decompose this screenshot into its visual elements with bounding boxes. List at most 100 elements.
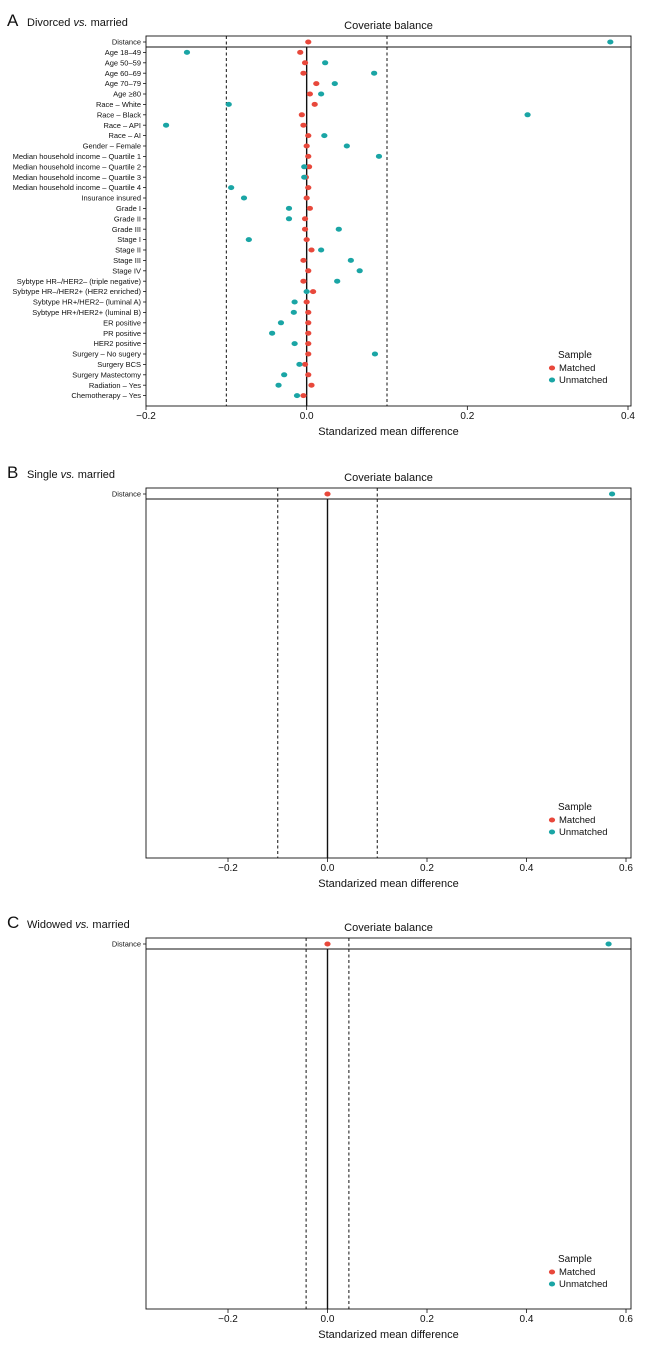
panel-b-legend-title: Sample	[558, 802, 592, 813]
panel-c-subtitle: Widowed vs. married	[27, 919, 130, 931]
panel-c-xtick-label: 0.4	[520, 1314, 534, 1325]
panel-a-point-matched-gender-female	[303, 143, 310, 149]
panel-b-legend-item-unmatched: Unmatched	[559, 827, 608, 838]
panel-a-covariate-label-insurance-insured: Insurance insured	[81, 194, 141, 203]
panel-a-point-unmatched-median-household-income-quartile-2	[301, 164, 308, 170]
panel-a-point-unmatched-grade-ii	[285, 216, 293, 222]
panel-c-legend-item-matched: Matched	[559, 1267, 595, 1278]
panel-a-x-axis-label: Standarized mean difference	[318, 426, 458, 438]
panel-c-label: C	[7, 913, 19, 932]
panel-b-label: B	[7, 463, 18, 482]
panel-a-point-matched-chemotherapy-yes	[300, 393, 307, 399]
panel-c-xtick-label: 0.6	[619, 1314, 633, 1325]
panel-a-covariate-label-median-household-income-quartile-3: Median household income – Quartile 3	[13, 173, 141, 182]
panel-a-point-matched-age-18-49	[297, 49, 304, 55]
panel-a-point-matched-stage-iii	[300, 257, 307, 263]
panel-c-covariate-label-distance: Distance	[112, 940, 141, 949]
panel-a-point-matched-age-80	[306, 91, 313, 97]
panel-a-point-matched-grade-ii	[301, 216, 309, 222]
panel-c-x-axis-label: Standarized mean difference	[318, 1329, 458, 1341]
panel-a-xtick-label: 0.2	[460, 411, 474, 422]
panel-a-point-matched-distance	[305, 39, 312, 45]
panel-a-point-matched-sybtype-hr-her2-luminal-b	[305, 309, 312, 315]
panel-a-point-unmatched-chemotherapy-yes	[293, 393, 301, 399]
panel-a-legend-item-matched: Matched	[559, 363, 595, 374]
panel-a-point-matched-median-household-income-quartile-1	[305, 153, 312, 159]
panel-a-point-unmatched-median-household-income-quartile-1	[375, 153, 383, 159]
panel-a-plot-frame	[145, 35, 632, 407]
panel-a-point-matched-stage-iv	[305, 268, 312, 274]
panel-a-covariate-label-median-household-income-quartile-1: Median household income – Quartile 1	[13, 152, 141, 161]
panel-a-label: A	[7, 11, 19, 30]
panel-c-xtick-label: 0.2	[420, 1314, 434, 1325]
panel-a-covariate-label-her2-positive: HER2 positive	[93, 339, 141, 348]
panel-a-point-matched-race-api	[300, 122, 307, 128]
panel-b-legend-marker-matched	[548, 817, 556, 823]
panel-a-point-matched-grade-iii	[301, 226, 309, 232]
panel-a-point-unmatched-stage-iii	[347, 257, 354, 263]
panel-b-xtick-label: 0.4	[520, 863, 534, 874]
panel-b-xtick-label: 0.6	[619, 863, 633, 874]
panel-a-point-unmatched-age-18-49	[183, 49, 191, 55]
panel-a-point-unmatched-stage-iv	[356, 268, 363, 274]
panel-a-covariate-label-stage-iii: Stage III	[113, 256, 141, 265]
panel-a-covariate-label-radiation-yes: Radiation – Yes	[89, 381, 141, 390]
panel-b-chart: B Single vs. married Coveriate balance Dist…	[7, 463, 633, 890]
panel-a-covariate-label-stage-ii: Stage II	[115, 246, 141, 255]
panel-a-xtick-label: 0.4	[621, 411, 635, 422]
panel-c-point-matched-distance	[324, 941, 331, 947]
panel-a-covariate-label-surgery-no-sugery: Surgery – No sugery	[72, 350, 141, 359]
panel-a-point-unmatched-stage-i	[245, 237, 252, 243]
panel-a-point-matched-surgery-bcs	[301, 361, 309, 367]
panel-c-legend-item-unmatched: Unmatched	[559, 1279, 608, 1290]
panel-a-covariate-label-surgery-bcs: Surgery BCS	[97, 360, 141, 369]
panel-a-covariate-label-er-positive: ER positive	[103, 318, 141, 327]
panel-c-xtick-label: −0.2	[218, 1314, 238, 1325]
panel-a-point-matched-surgery-no-sugery	[305, 351, 312, 357]
panel-a-point-matched-age-50-59	[301, 60, 309, 66]
panel-a-point-unmatched-stage-ii	[318, 247, 325, 253]
panel-a-point-unmatched-race-black	[524, 112, 531, 118]
panel-a-legend-marker-matched	[548, 365, 556, 371]
panel-a-covariate-label-age-50-59: Age 50–59	[105, 58, 141, 67]
panel-a-legend-item-unmatched: Unmatched	[559, 375, 608, 386]
panel-a-point-matched-stage-i	[303, 237, 310, 243]
panel-a-point-matched-age-60-69	[300, 70, 307, 76]
panel-a-covariate-label-gender-female: Gender – Female	[83, 142, 141, 151]
panel-a-covariate-label-race-white: Race – White	[96, 100, 141, 109]
panel-a-legend-title: Sample	[558, 350, 592, 361]
panel-a-point-matched-median-household-income-quartile-4	[305, 185, 312, 191]
panel-a-point-unmatched-grade-i	[285, 205, 293, 211]
panel-a-point-unmatched-grade-iii	[335, 226, 342, 232]
panel-a-point-unmatched-age-70-79	[331, 81, 338, 87]
panel-a-covariate-label-sybtype-hr-her2-triple-negative: Sybtype HR–/HER2– (triple negative)	[17, 277, 142, 286]
panel-a-point-unmatched-gender-female	[343, 143, 350, 149]
panel-b-xtick-label: −0.2	[218, 863, 238, 874]
panel-a-covariate-label-age-60-69: Age 60–69	[105, 69, 141, 78]
panel-a-xtick-label: 0.0	[300, 411, 314, 422]
panel-a-point-matched-sybtype-hr-her2-her2-enriched	[309, 289, 317, 295]
panel-b-title: Coveriate balance	[344, 472, 433, 484]
panel-a-covariate-label-sybtype-hr-her2-her2-enriched: Sybtype HR–/HER2+ (HER2 enriched)	[12, 287, 141, 296]
panel-a-point-unmatched-median-household-income-quartile-4	[228, 185, 235, 191]
panel-a-point-unmatched-age-80	[318, 91, 325, 97]
panel-c-title: Coveriate balance	[344, 922, 433, 934]
panel-a-covariate-label-chemotherapy-yes: Chemotherapy – Yes	[71, 391, 141, 400]
panel-a-covariate-label-age-70-79: Age 70–79	[105, 79, 141, 88]
panel-a-covariate-label-age-18-49: Age 18–49	[105, 48, 141, 57]
panel-a-point-unmatched-surgery-mastectomy	[281, 372, 288, 378]
panel-c-legend-marker-unmatched	[548, 1281, 556, 1287]
panel-b-point-matched-distance	[324, 491, 331, 497]
panel-b-x-axis-label: Standarized mean difference	[318, 878, 458, 890]
panel-a-covariate-label-sybtype-hr-her2-luminal-a: Sybtype HR+/HER2– (luminal A)	[33, 298, 142, 307]
panel-c-plot-frame	[145, 937, 632, 1310]
panel-a-point-matched-pr-positive	[305, 330, 312, 336]
panel-a-point-unmatched-race-api	[162, 122, 170, 128]
panel-a-covariate-label-sybtype-hr-her2-luminal-b: Sybtype HR+/HER2+ (luminal B)	[32, 308, 141, 317]
panel-a-point-matched-race-white	[311, 101, 318, 107]
panel-b-xtick-label: 0.2	[420, 863, 434, 874]
panel-a-subtitle: Divorced vs. married	[27, 17, 128, 29]
panel-a-point-matched-median-household-income-quartile-2	[305, 164, 313, 170]
panel-b-legend-marker-unmatched	[548, 829, 556, 835]
panel-a-covariate-label-grade-iii: Grade III	[112, 225, 141, 234]
